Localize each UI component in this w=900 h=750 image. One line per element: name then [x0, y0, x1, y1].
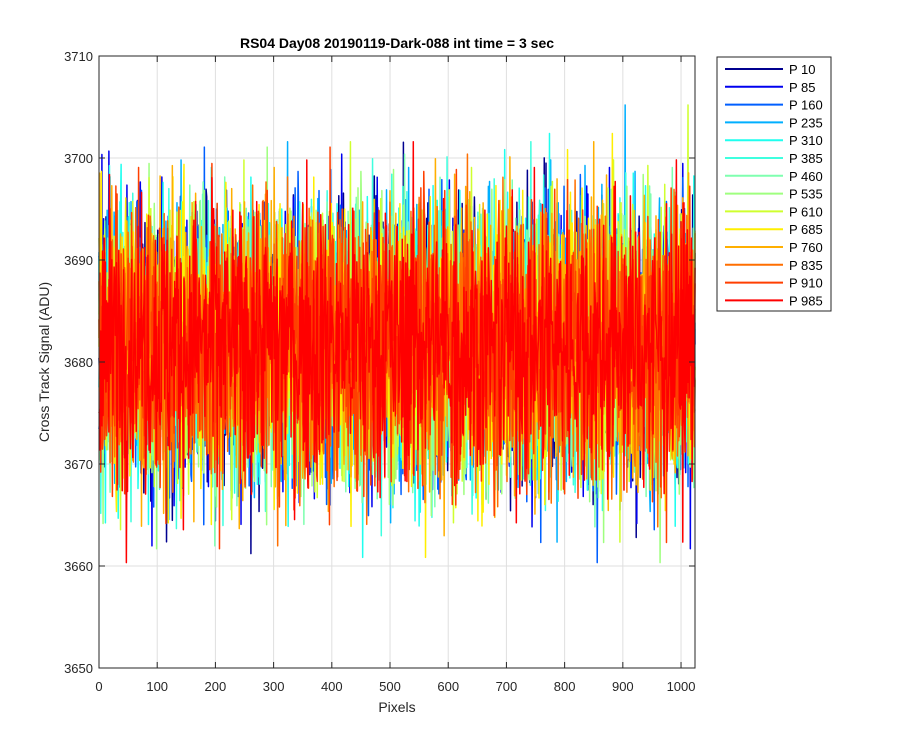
chart-title: RS04 Day08 20190119-Dark-088 int time = … — [240, 35, 554, 51]
x-tick-label: 900 — [612, 679, 634, 694]
y-tick-label: 3680 — [64, 355, 93, 370]
x-tick-label: 100 — [146, 679, 168, 694]
x-tick-label: 200 — [205, 679, 227, 694]
x-tick-label: 400 — [321, 679, 343, 694]
y-tick-label: 3700 — [64, 151, 93, 166]
x-tick-label: 300 — [263, 679, 285, 694]
legend-box — [716, 56, 832, 312]
x-tick-label: 700 — [496, 679, 518, 694]
x-tick-label: 600 — [437, 679, 459, 694]
legend-label: P 385 — [789, 151, 823, 166]
series-lines — [98, 104, 696, 564]
x-tick-label: 0 — [95, 679, 102, 694]
legend-label: P 535 — [789, 187, 823, 202]
legend-label: P 610 — [789, 204, 823, 219]
legend-label: P 685 — [789, 222, 823, 237]
legend: P 10 P 85 P 160 P 235 P 310 P 385 P 460 P 535 P … — [716, 56, 832, 312]
legend-label: P 310 — [789, 133, 823, 148]
legend-label: P 910 — [789, 276, 823, 291]
y-tick-label: 3690 — [64, 253, 93, 268]
legend-label: P 10 — [789, 62, 816, 77]
x-axis-label: Pixels — [378, 699, 415, 715]
y-tick-label: 3710 — [64, 49, 93, 64]
y-axis-label: Cross Track Signal (ADU) — [36, 282, 52, 442]
y-tick-label: 3650 — [64, 661, 93, 676]
x-tick-label: 500 — [379, 679, 401, 694]
x-tick-label: 800 — [554, 679, 576, 694]
legend-label: P 985 — [789, 293, 823, 308]
legend-label: P 85 — [789, 80, 816, 95]
legend-label: P 235 — [789, 115, 823, 130]
series-line-p-985 — [98, 140, 696, 564]
y-tick-label: 3670 — [64, 457, 93, 472]
legend-label: P 160 — [789, 98, 823, 113]
legend-label: P 760 — [789, 240, 823, 255]
x-tick-label: 1000 — [667, 679, 696, 694]
axis-ticks: 0 100 200 300 400 500 600 700 800 900 1000 3650 3660… — [64, 49, 695, 694]
legend-label: P 835 — [789, 258, 823, 273]
y-tick-label: 3660 — [64, 559, 93, 574]
legend-label: P 460 — [789, 169, 823, 184]
